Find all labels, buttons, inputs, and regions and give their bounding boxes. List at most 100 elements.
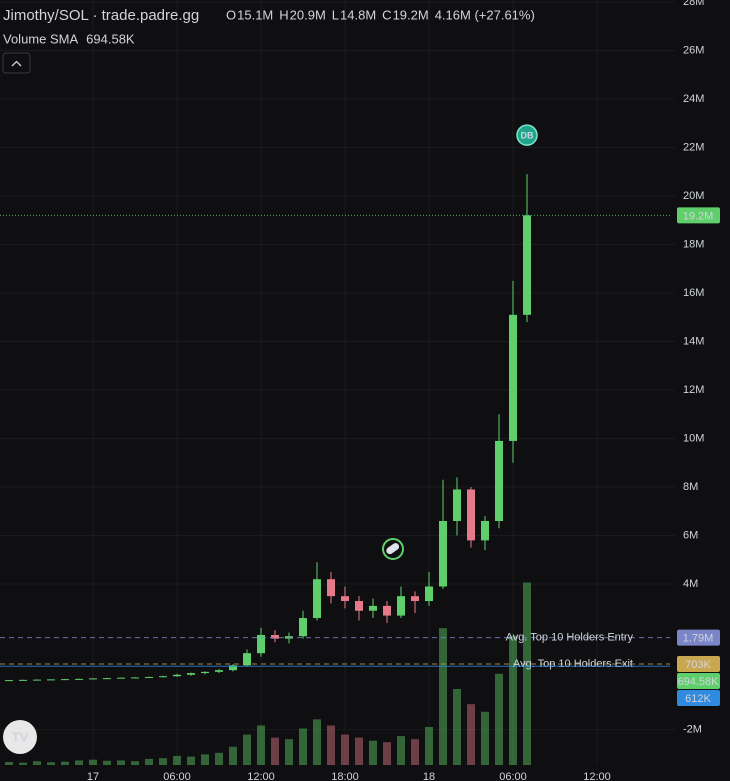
y-tick-label: 28M — [683, 0, 704, 8]
volume-bar — [355, 737, 363, 765]
candle-body — [145, 676, 153, 678]
candle-body — [89, 678, 97, 680]
candle-body — [215, 670, 223, 672]
volume-bar — [425, 726, 433, 765]
collapse-icon — [11, 60, 22, 67]
ohlc-value: 15.1M — [237, 7, 273, 22]
price-label-box — [677, 690, 720, 707]
candle-body — [159, 676, 167, 678]
candle-body — [383, 605, 391, 616]
candle-body — [453, 489, 461, 521]
ohlc-value: 14.8M — [340, 7, 376, 22]
candle-body — [33, 679, 41, 681]
volume-bar — [341, 734, 349, 765]
y-tick-label: -2M — [683, 723, 702, 735]
y-tick-label: 4M — [683, 578, 698, 590]
tv-logo[interactable] — [3, 720, 37, 754]
volume-bar — [523, 582, 531, 765]
ohlc-key: H — [279, 7, 288, 22]
candle-body — [5, 680, 13, 682]
y-tick-label: 24M — [683, 93, 704, 105]
candle-body — [467, 489, 475, 541]
ohlc-value: 20.9M — [290, 7, 326, 22]
price-line-label: Avg. Top 10 Holders Entry — [506, 632, 634, 644]
candle-body — [425, 586, 433, 602]
price-label: 703K — [685, 659, 711, 671]
y-tick-label: 18M — [683, 238, 704, 250]
candle-body — [369, 605, 377, 611]
x-tick-label: 18 — [423, 771, 435, 781]
volume-bar — [299, 728, 307, 765]
candle-body — [523, 215, 531, 315]
volume-sma-value: 694.58K — [86, 31, 135, 46]
volume-bar — [5, 761, 13, 765]
marker-circle — [516, 124, 538, 146]
candle-body — [313, 579, 321, 619]
candle-body — [495, 440, 503, 521]
volume-bar — [243, 734, 251, 765]
volume-bar — [89, 759, 97, 765]
candle-body — [327, 579, 335, 597]
volume-bar — [61, 761, 69, 765]
candle-body — [509, 314, 517, 441]
pill-icon[interactable] — [382, 538, 404, 560]
price-line-label: Avg. Top 10 Holders Exit — [513, 658, 633, 670]
y-tick-label: 16M — [683, 287, 704, 299]
price-label-box — [677, 673, 720, 690]
volume-bar — [173, 755, 181, 765]
collapse-button[interactable] — [2, 52, 31, 74]
ohlc-value: 19.2M — [393, 7, 429, 22]
y-tick-label: 12M — [683, 384, 704, 396]
candle-body — [131, 677, 139, 679]
candle-body — [61, 679, 69, 681]
change: 4.16M (+27.61%) — [435, 7, 535, 22]
price-label-box — [677, 629, 720, 646]
candle-body — [173, 674, 181, 677]
volume-bar — [201, 754, 209, 765]
price-label: 612K — [685, 693, 711, 705]
volume-bar — [145, 758, 153, 765]
volume-bar — [313, 719, 321, 765]
tv-logo-text: TV — [12, 729, 29, 744]
volume-bar — [103, 760, 111, 765]
y-tick-label: 8M — [683, 481, 698, 493]
volume-bar — [47, 762, 55, 765]
volume-bar — [327, 725, 335, 765]
candle-body — [117, 677, 125, 679]
candle-body — [187, 673, 195, 675]
volume-bar — [439, 628, 447, 765]
price-label-box — [677, 656, 720, 673]
candle-body — [355, 601, 363, 611]
candle-body — [271, 634, 279, 639]
candle-body — [103, 678, 111, 680]
candle-body — [299, 618, 307, 637]
ohlc-key: O — [226, 7, 236, 22]
volume-bar — [159, 758, 167, 765]
y-tick-label: 6M — [683, 529, 698, 541]
volume-bar — [229, 746, 237, 765]
candle-body — [75, 678, 83, 680]
candle-body — [481, 520, 489, 541]
x-tick-label: 18:00 — [331, 771, 359, 781]
y-tick-label: 26M — [683, 44, 704, 56]
volume-bar — [411, 739, 419, 765]
ohlc-key: C — [382, 7, 391, 22]
y-tick-label: 22M — [683, 141, 704, 153]
volume-bar — [215, 752, 223, 765]
x-tick-label: 17 — [87, 771, 99, 781]
volume-sma-label: Volume SMA — [3, 31, 78, 46]
price-label: 1.79M — [683, 633, 714, 645]
pill-shape — [386, 543, 400, 555]
volume-bar — [383, 742, 391, 765]
candle-body — [47, 679, 55, 681]
x-tick-label: 06:00 — [499, 771, 527, 781]
volume-bar — [481, 711, 489, 765]
volume-bar — [187, 756, 195, 765]
price-label: 694.58K — [678, 676, 720, 688]
price-label-box — [677, 207, 720, 224]
volume-bar — [131, 761, 139, 765]
x-tick-label: 12:00 — [583, 771, 611, 781]
candle-body — [201, 671, 209, 674]
candle-body — [229, 665, 237, 671]
candle-body — [19, 679, 27, 681]
